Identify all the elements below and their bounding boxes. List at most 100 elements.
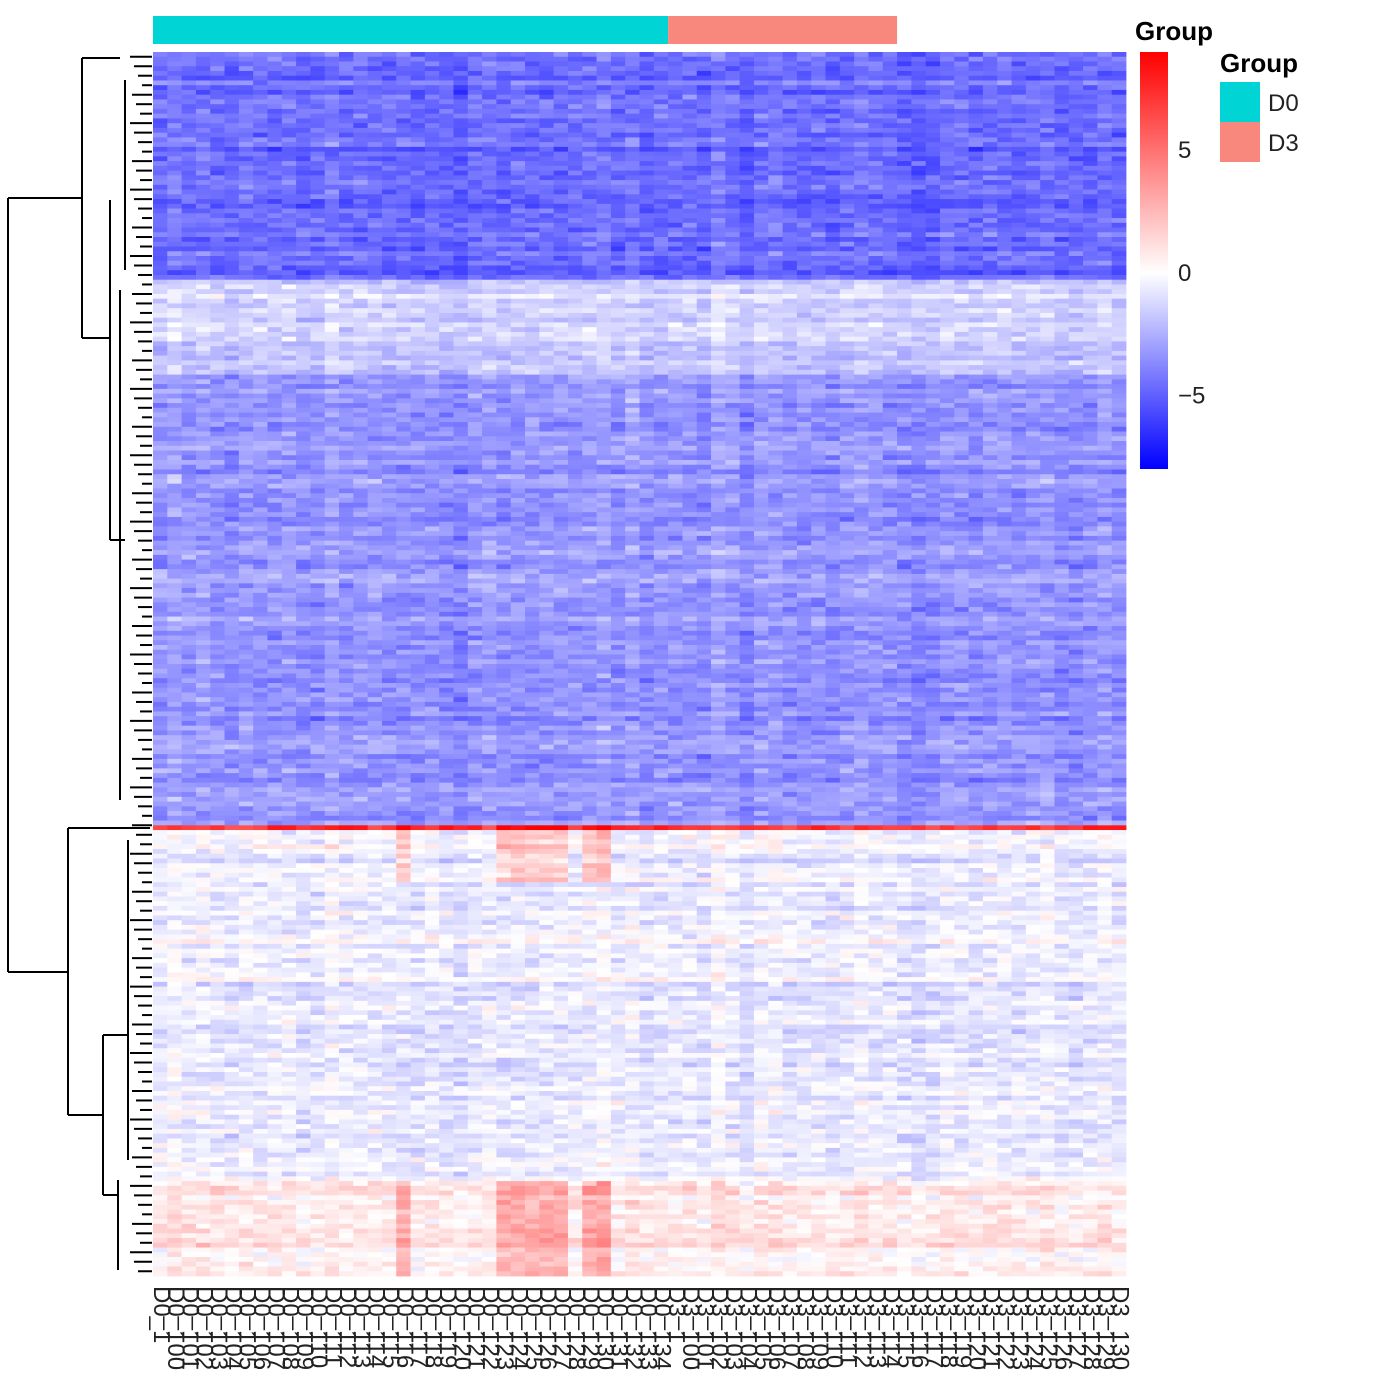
heatmap-cell (253, 70, 268, 77)
heatmap-cell (1097, 289, 1113, 295)
heatmap-cell (396, 388, 411, 394)
heatmap-cell (410, 308, 426, 314)
heatmap-cell (281, 256, 297, 262)
heatmap-cell (396, 61, 411, 67)
heatmap-cell (324, 213, 340, 219)
heatmap-cell (711, 75, 726, 81)
heatmap-cell (1025, 260, 1041, 266)
heatmap-cell (582, 232, 597, 238)
heatmap-cell (567, 270, 583, 276)
heatmap-cell (153, 360, 168, 366)
heatmap-cell (854, 274, 869, 281)
heatmap-cell (1040, 75, 1055, 81)
heatmap-cell (882, 251, 898, 257)
heatmap-cell (310, 346, 326, 352)
heatmap-cell (596, 265, 612, 271)
heatmap-cell (453, 146, 469, 153)
heatmap-cell (496, 341, 512, 347)
heatmap-cell (1068, 256, 1084, 262)
heatmap-cell (238, 312, 254, 319)
heatmap-cell (897, 303, 912, 309)
heatmap-cell (238, 180, 254, 186)
heatmap-cell (582, 355, 597, 361)
heatmap-cell (868, 246, 884, 252)
heatmap-cell (353, 341, 369, 347)
heatmap-cell (796, 175, 812, 181)
heatmap-cell (596, 113, 612, 119)
heatmap-cell (167, 355, 183, 361)
heatmap-cell (367, 94, 383, 100)
heatmap-cell (596, 369, 612, 375)
heatmap-cell (811, 256, 826, 262)
heatmap-cell (195, 365, 211, 371)
heatmap-cell (1040, 213, 1055, 219)
heatmap-cell (925, 308, 941, 314)
heatmap-cell (367, 85, 383, 91)
heatmap-cell (353, 80, 369, 86)
heatmap-cell (195, 246, 211, 252)
heatmap-cell (1083, 279, 1098, 285)
heatmap-cell (253, 137, 268, 143)
heatmap-cell (854, 303, 869, 309)
heatmap-cell (553, 241, 569, 247)
heatmap-cell (1040, 118, 1055, 124)
heatmap-cell (725, 61, 741, 67)
heatmap-cell (854, 165, 869, 171)
heatmap-cell (310, 113, 326, 119)
heatmap-cell (610, 151, 626, 157)
heatmap-cell (825, 388, 841, 394)
heatmap-cell (839, 384, 855, 390)
heatmap-cell (796, 312, 812, 319)
heatmap-cell (1111, 151, 1127, 157)
heatmap-cell (296, 355, 311, 361)
heatmap-cell (939, 232, 955, 238)
heatmap-cell (153, 317, 168, 323)
heatmap-cell (882, 104, 898, 110)
heatmap-cell (195, 222, 211, 228)
heatmap-cell (925, 265, 941, 271)
heatmap-cell (510, 127, 526, 134)
heatmap-cell (267, 70, 283, 77)
heatmap-cell (639, 274, 655, 281)
heatmap-cell (1054, 384, 1070, 390)
heatmap-cell (768, 341, 783, 347)
heatmap-cell (296, 365, 311, 371)
heatmap-cell (1068, 104, 1084, 110)
heatmap-cell (982, 165, 998, 171)
heatmap-cell (753, 336, 769, 342)
heatmap-cell (982, 265, 998, 271)
heatmap-cell (439, 222, 454, 228)
heatmap-cell (954, 327, 969, 333)
heatmap-cell (267, 303, 283, 309)
heatmap-cell (453, 180, 469, 186)
heatmap-cell (195, 61, 211, 67)
heatmap-cell (482, 218, 497, 224)
heatmap-cell (596, 70, 612, 77)
heatmap-cell (625, 118, 640, 124)
heatmap-cell (1097, 341, 1113, 347)
heatmap-cell (968, 327, 984, 333)
heatmap-cell (639, 393, 655, 399)
heatmap-cell (753, 331, 769, 338)
heatmap-cell (796, 265, 812, 271)
heatmap-cell (653, 70, 669, 77)
heatmap-cell (1025, 384, 1041, 390)
heatmap-cell (982, 360, 998, 366)
heatmap-cell (324, 118, 340, 124)
heatmap-cell (882, 127, 898, 134)
heatmap-cell (610, 118, 626, 124)
heatmap-cell (238, 355, 254, 361)
heatmap-cell (839, 189, 855, 195)
heatmap-cell (625, 161, 640, 167)
heatmap-cell (539, 317, 555, 323)
heatmap-cell (610, 108, 626, 115)
heatmap-cell (968, 170, 984, 176)
heatmap-cell (1097, 346, 1113, 352)
heatmap-cell (825, 317, 841, 323)
heatmap-cell (439, 132, 454, 138)
heatmap-cell (467, 241, 483, 247)
heatmap-cell (539, 303, 555, 309)
heatmap-cell (753, 52, 769, 58)
heatmap-cell (410, 312, 426, 319)
heatmap-cell (1025, 127, 1041, 134)
